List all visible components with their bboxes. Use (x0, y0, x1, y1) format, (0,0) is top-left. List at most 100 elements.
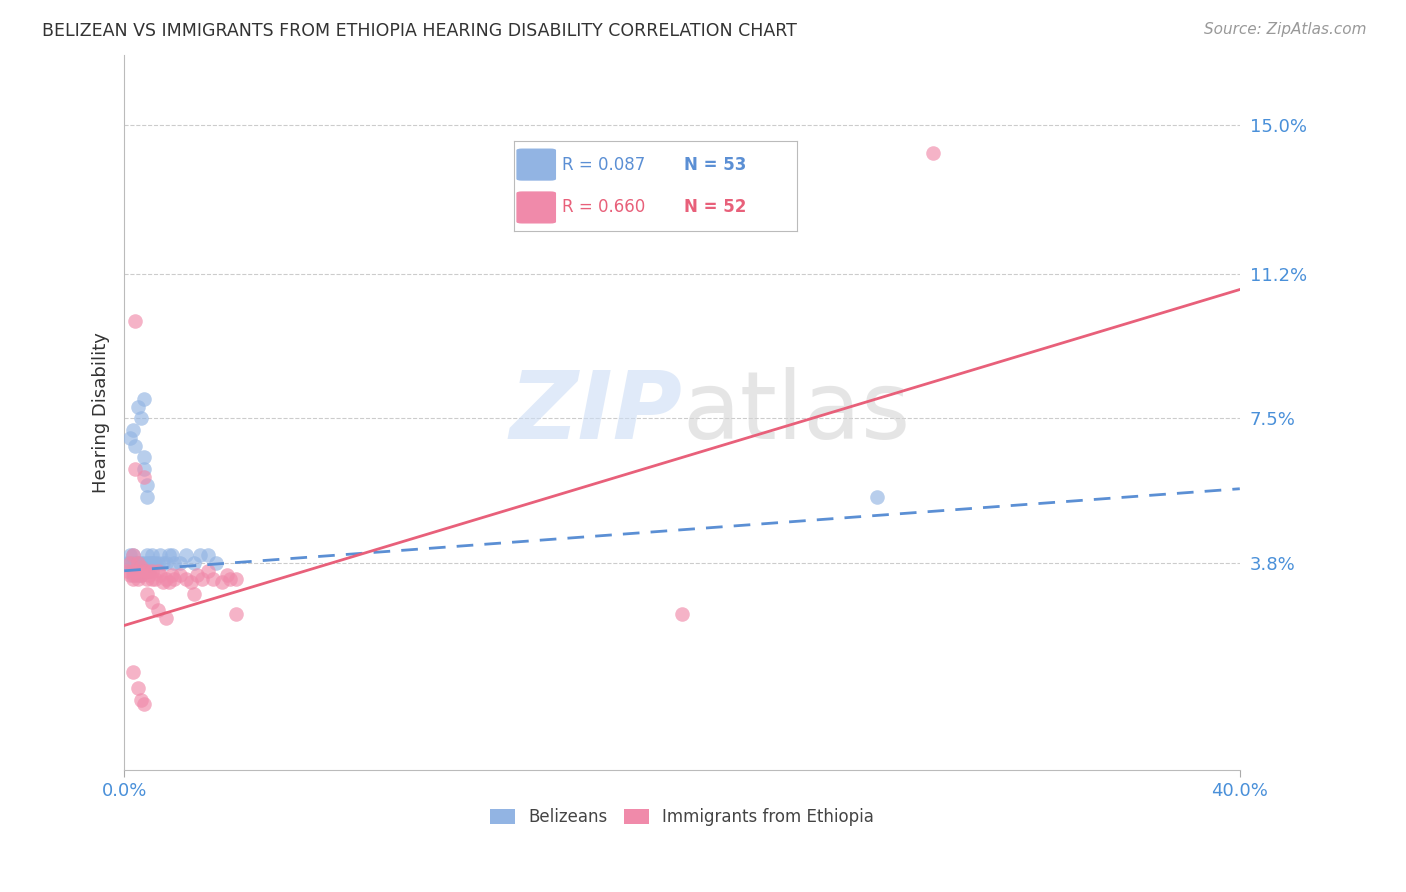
Point (174, 548, 197, 562)
Text: atlas: atlas (682, 367, 910, 458)
FancyBboxPatch shape (516, 192, 555, 224)
Point (132, 564, 155, 578)
Point (138, 564, 160, 578)
Point (155, 556, 177, 570)
Point (127, 681, 149, 695)
Point (146, 603, 169, 617)
Point (160, 548, 183, 562)
Point (141, 556, 163, 570)
Point (121, 572, 143, 586)
Point (124, 564, 146, 578)
Legend: Belizeans, Immigrants from Ethiopia: Belizeans, Immigrants from Ethiopia (489, 808, 875, 826)
Point (124, 556, 146, 570)
Point (124, 462, 146, 476)
Point (129, 567, 152, 582)
Point (132, 697, 155, 711)
Point (121, 567, 143, 582)
Point (211, 575, 233, 590)
Point (127, 567, 149, 582)
Point (225, 572, 247, 586)
Point (124, 556, 146, 570)
Point (127, 564, 149, 578)
Point (157, 575, 180, 590)
Point (121, 556, 143, 570)
Point (183, 556, 205, 570)
Point (152, 575, 174, 590)
Point (174, 572, 197, 586)
Point (202, 572, 225, 586)
Point (922, 145, 945, 160)
Point (219, 572, 242, 586)
Point (135, 564, 157, 578)
Point (160, 567, 183, 582)
Point (671, 607, 693, 621)
Point (127, 556, 149, 570)
Point (118, 548, 141, 562)
Point (118, 556, 141, 570)
Text: ZIP: ZIP (509, 367, 682, 458)
Point (146, 556, 169, 570)
Point (124, 314, 146, 328)
Point (132, 392, 155, 406)
Point (129, 556, 152, 570)
Point (143, 572, 166, 586)
Text: R = 0.660: R = 0.660 (562, 198, 645, 217)
Point (186, 567, 208, 582)
Point (124, 439, 146, 453)
Point (132, 462, 155, 476)
Point (118, 431, 141, 445)
Point (127, 572, 149, 586)
Point (143, 556, 166, 570)
Point (163, 556, 186, 570)
Point (149, 567, 172, 582)
Point (129, 560, 152, 574)
Point (124, 564, 146, 578)
Point (169, 567, 191, 582)
Y-axis label: Hearing Disability: Hearing Disability (93, 332, 110, 493)
Point (132, 556, 155, 570)
Point (197, 548, 219, 562)
Point (132, 450, 155, 465)
Text: BELIZEAN VS IMMIGRANTS FROM ETHIOPIA HEARING DISABILITY CORRELATION CHART: BELIZEAN VS IMMIGRANTS FROM ETHIOPIA HEA… (42, 22, 797, 40)
Point (118, 556, 141, 570)
Text: N = 53: N = 53 (683, 155, 747, 174)
Point (129, 567, 152, 582)
Point (866, 490, 889, 504)
Point (163, 572, 186, 586)
Point (149, 548, 172, 562)
Point (129, 411, 152, 425)
Point (138, 556, 160, 570)
Point (225, 607, 247, 621)
Point (135, 490, 157, 504)
Point (124, 567, 146, 582)
Text: R = 0.087: R = 0.087 (562, 155, 645, 174)
Point (141, 572, 163, 586)
Point (155, 572, 177, 586)
Point (135, 556, 157, 570)
Point (132, 470, 155, 484)
Point (127, 556, 149, 570)
Point (121, 665, 143, 680)
Point (146, 564, 169, 578)
Point (135, 478, 157, 492)
Point (152, 556, 174, 570)
Point (121, 423, 143, 437)
Point (138, 567, 160, 582)
Text: N = 52: N = 52 (683, 198, 747, 217)
Point (183, 587, 205, 601)
Point (127, 560, 149, 574)
Point (115, 564, 138, 578)
Text: Source: ZipAtlas.com: Source: ZipAtlas.com (1204, 22, 1367, 37)
Point (129, 564, 152, 578)
Point (141, 556, 163, 570)
Point (135, 572, 157, 586)
Point (205, 556, 228, 570)
Point (121, 564, 143, 578)
Point (217, 567, 239, 582)
Point (155, 610, 177, 624)
Point (180, 575, 202, 590)
Point (157, 548, 180, 562)
Point (118, 567, 141, 582)
Point (191, 572, 214, 586)
Point (129, 692, 152, 706)
